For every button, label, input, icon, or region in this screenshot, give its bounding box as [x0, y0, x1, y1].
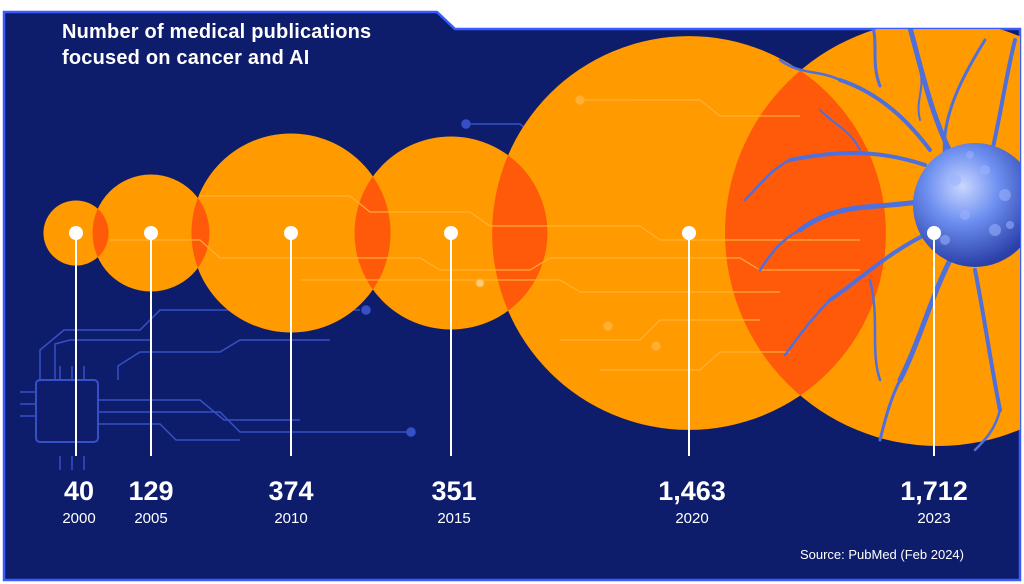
- circuit-overlay: [110, 95, 860, 371]
- source-note: Source: PubMed (Feb 2024): [799, 547, 964, 562]
- value-label-2000: 40: [64, 476, 94, 506]
- center-dot-2020: [682, 226, 696, 240]
- marker-layer: 40 2000 129 2005 374 2010 351 2015 1,463 2020 1,71…: [62, 226, 968, 527]
- center-dot-2000: [69, 226, 83, 240]
- year-label-2015: 2015: [437, 510, 470, 527]
- value-label-2010: 374: [268, 476, 313, 506]
- year-label-2023: 2023: [917, 510, 950, 527]
- year-label-2010: 2010: [274, 510, 307, 527]
- year-label-2005: 2005: [134, 510, 167, 527]
- value-label-2023: 1,712: [900, 476, 968, 506]
- year-label-2000: 2000: [62, 510, 95, 527]
- cancer-cell: [743, 12, 1020, 452]
- bubble-overlap-2020-2023: [725, 36, 886, 430]
- value-label-2015: 351: [431, 476, 476, 506]
- center-dot-2005: [144, 226, 158, 240]
- value-label-2005: 129: [128, 476, 173, 506]
- chart-title-line-2: focused on cancer and AI: [62, 47, 310, 69]
- year-label-2020: 2020: [675, 510, 708, 527]
- microchip-icon: [35, 379, 99, 443]
- center-dot-2023: [927, 226, 941, 240]
- overlap-layer: [92, 36, 886, 430]
- center-dot-2015: [444, 226, 458, 240]
- chart-title-line-1: Number of medical publications: [62, 21, 372, 43]
- center-dot-2010: [284, 226, 298, 240]
- value-label-2020: 1,463: [658, 476, 726, 506]
